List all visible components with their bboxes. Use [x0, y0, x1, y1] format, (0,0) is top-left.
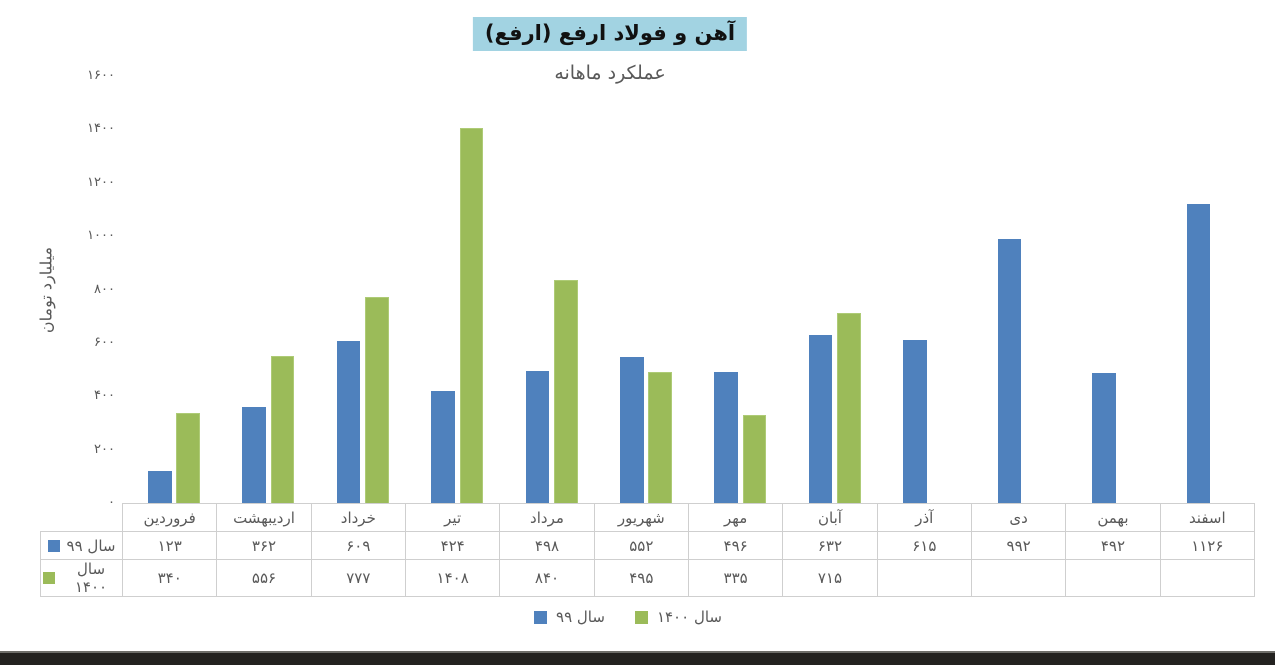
y-tick-label: ۱۲۰۰: [87, 174, 115, 190]
value-cell: [876, 559, 972, 597]
row-legend-label: سال ۹۹: [66, 536, 116, 555]
month-header-cell: آذر: [876, 503, 972, 532]
value-cell: ۳۶۲: [216, 531, 312, 560]
y-tick-label: ۴۰۰: [94, 388, 115, 404]
value-cell: ۶۰۹: [310, 531, 406, 560]
y-tick-label: ۱۶۰۰: [87, 68, 115, 83]
month-header-cell: مهر: [687, 503, 784, 532]
bar-year1400-month4: [459, 128, 484, 504]
bar-year1400-month2: [270, 355, 295, 504]
value-cell: ۷۱۵: [782, 559, 878, 597]
bar-year99-month9: [903, 339, 927, 504]
month-header-cell: فروردین: [121, 503, 218, 532]
chart-subtitle: عملکرد ماهانه: [554, 62, 666, 84]
value-cell: ۶۳۲: [782, 531, 878, 560]
bar-year1400-month6: [648, 371, 672, 504]
chart-legend: سال ۹۹ سال ۱۴۰۰: [534, 608, 722, 626]
value-cell: ۵۵۶: [216, 559, 312, 597]
table-row-year1400: سال ۱۴۰۰ ۳۴۰ ۵۵۶ ۷۷۷ ۱۴۰۸ ۸۴۰ ۴۹۵ ۳۳۵ ۷۱۵: [40, 559, 1256, 597]
value-cell: ۸۴۰: [499, 559, 595, 597]
bar-year1400-month8: [837, 313, 861, 504]
value-cell: ۱۱۲۶: [1159, 531, 1256, 560]
value-cell: ۵۵۲: [593, 531, 689, 560]
legend-label: سال ۹۹: [556, 608, 605, 626]
bar-year99-month7: [714, 371, 739, 504]
series-1400-swatch-icon: [43, 572, 55, 584]
row-legend-cell: سال ۱۴۰۰: [40, 559, 123, 597]
y-axis-title: میلیارد تومان: [36, 246, 56, 334]
y-tick-label: ۱۰۰۰: [87, 228, 115, 244]
bar-year99-month8: [808, 335, 833, 504]
month-header-cell: اردیبهشت: [216, 503, 312, 532]
legend-swatch-icon: [534, 610, 548, 624]
value-cell: ۶۱۵: [876, 531, 972, 560]
bar-year99-month6: [620, 356, 644, 504]
row-legend-label: سال ۱۴۰۰: [74, 560, 108, 596]
month-header-cell: دی: [970, 503, 1067, 532]
bottom-window-edge: [0, 651, 1275, 665]
bar-year99-month5: [525, 371, 550, 504]
bar-year1400-month1: [176, 413, 200, 504]
legend-item-year99: سال ۹۹: [534, 608, 605, 626]
value-cell: ۳۴۰: [121, 559, 218, 597]
bar-year99-month2: [242, 407, 266, 504]
value-cell: [1159, 559, 1256, 597]
y-tick-label: ۶۰۰: [94, 334, 115, 350]
value-cell: [970, 559, 1067, 597]
value-cell: ۹۹۲: [970, 531, 1067, 560]
month-header-cell: بهمن: [1065, 503, 1161, 532]
series-99-swatch-icon: [47, 539, 60, 552]
bar-year99-month11: [1092, 372, 1116, 504]
legend-swatch-icon: [634, 610, 648, 624]
bar-year99-month1: [147, 471, 172, 504]
value-cell: ۱۴۰۸: [404, 559, 501, 597]
y-tick-label: ۰: [108, 495, 115, 510]
value-cell: ۴۹۸: [499, 531, 595, 560]
plot-area: [122, 77, 1255, 504]
month-header-cell: تیر: [404, 503, 501, 532]
value-cell: ۴۹۶: [687, 531, 784, 560]
bar-year99-month3: [336, 341, 361, 504]
bar-year99-month12: [1186, 203, 1211, 504]
chart-title: آهن و فولاد ارفع (ارفع): [472, 17, 748, 51]
y-tick-label: ۱۴۰۰: [87, 121, 115, 137]
month-header-cell: اسفند: [1159, 503, 1256, 532]
month-header-cell: شهریور: [593, 503, 689, 532]
table-row-year99: سال ۹۹ ۱۲۳ ۳۶۲ ۶۰۹ ۴۲۴ ۴۹۸ ۵۵۲ ۴۹۶ ۶۳۲ ۶۱۵ ۹۹۲ ۴۹۲ ۱…: [40, 531, 1256, 560]
bar-year99-month10: [997, 239, 1022, 504]
table-corner-cell: [41, 504, 123, 532]
y-tick-label: ۸۰۰: [94, 281, 115, 297]
value-cell: ۴۲۴: [404, 531, 501, 560]
bar-year1400-month3: [365, 296, 389, 504]
row-legend-cell: سال ۹۹: [40, 531, 123, 560]
y-tick-label: ۲۰۰: [94, 441, 115, 457]
value-cell: ۱۲۳: [121, 531, 218, 560]
value-cell: ۴۹۵: [593, 559, 689, 597]
month-header-cell: خرداد: [310, 503, 406, 532]
data-table: فروردین اردیبهشت خرداد تیر مرداد شهریور مهر آبا…: [40, 503, 1256, 597]
bar-year1400-month5: [553, 279, 578, 504]
month-header-cell: آبان: [782, 503, 878, 532]
bar-year1400-month7: [742, 414, 767, 504]
value-cell: ۳۳۵: [687, 559, 784, 597]
legend-label: سال ۱۴۰۰: [656, 608, 722, 626]
legend-item-year1400: سال ۱۴۰۰: [634, 608, 722, 626]
bar-year99-month4: [431, 390, 455, 504]
value-cell: [1065, 559, 1161, 597]
value-cell: ۴۹۲: [1065, 531, 1161, 560]
month-header-cell: مرداد: [499, 503, 595, 532]
data-table-grid: فروردین اردیبهشت خرداد تیر مرداد شهریور مهر آبا…: [40, 503, 1256, 597]
value-cell: ۷۷۷: [310, 559, 406, 597]
